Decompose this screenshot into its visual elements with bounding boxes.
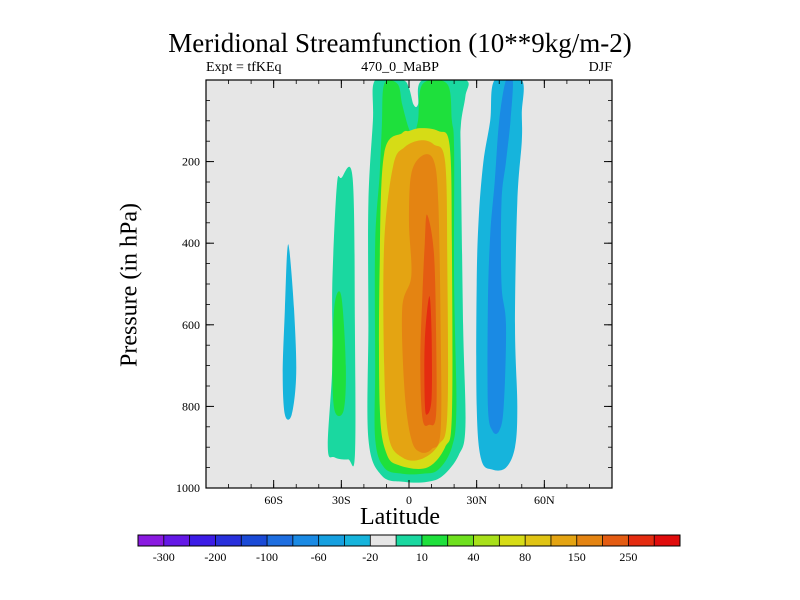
colorbar-label: -20	[362, 550, 378, 564]
colorbar-label: -200	[204, 550, 226, 564]
y-tick-label: 400	[182, 236, 200, 250]
colorbar-label: 150	[568, 550, 586, 564]
contour-layer	[282, 80, 524, 483]
colorbar-frame	[137, 534, 681, 547]
colorbar-swatch	[576, 535, 603, 546]
colorbar-swatch	[189, 535, 216, 546]
colorbar-swatch	[602, 535, 629, 546]
colorbar-swatch	[292, 535, 319, 546]
y-tick-label: 1000	[176, 481, 200, 495]
x-tick-label: 30N	[466, 493, 487, 507]
colorbar-swatch	[525, 535, 552, 546]
colorbar-swatch	[138, 535, 165, 546]
colorbar: -300 -200 -100 -60 -20 10 40 80 150 250	[137, 534, 681, 564]
contour-region	[332, 291, 346, 417]
colorbar-swatch	[499, 535, 526, 546]
contour-region	[424, 296, 432, 415]
colorbar-label: -300	[153, 550, 175, 564]
x-tick-label: 0	[406, 493, 412, 507]
colorbar-swatch	[267, 535, 294, 546]
colorbar-swatch	[396, 535, 423, 546]
colorbar-swatch	[163, 535, 190, 546]
experiment-label: Expt = tfKEq	[206, 60, 282, 75]
colorbar-swatch	[215, 535, 242, 546]
colorbar-swatch	[654, 535, 681, 546]
y-tick-label: 600	[182, 318, 200, 332]
colorbar-label: 40	[468, 550, 480, 564]
x-tick-label: 60N	[534, 493, 555, 507]
colorbar-swatch	[447, 535, 474, 546]
colorbar-swatch	[241, 535, 268, 546]
x-axis-label: Latitude	[360, 504, 440, 530]
colorbar-label: 10	[416, 550, 428, 564]
colorbar-label: 80	[519, 550, 531, 564]
colorbar-swatch	[550, 535, 578, 546]
chart-title: Meridional Streamfunction (10**9kg/m-2)	[168, 28, 632, 58]
time-label: 470_0_MaBP	[361, 60, 439, 75]
colorbar-swatch	[421, 535, 449, 546]
y-tick-label: 800	[182, 399, 200, 413]
x-tick-label: 30S	[332, 493, 351, 507]
colorbar-label: -60	[311, 550, 327, 564]
season-label: DJF	[588, 60, 612, 75]
x-tick-label: 60S	[264, 493, 283, 507]
colorbar-label: -100	[256, 550, 278, 564]
tick-layer: 60S 30S 0 30N 60N 200 400 600 800 1000	[176, 80, 613, 507]
colorbar-swatch	[318, 535, 345, 546]
y-tick-label: 200	[182, 155, 200, 169]
colorbar-swatch	[473, 535, 500, 546]
contour-region	[282, 244, 297, 420]
colorbar-swatch	[628, 535, 655, 546]
colorbar-swatch	[370, 535, 397, 546]
contour-region	[487, 80, 513, 434]
colorbar-swatch	[344, 535, 371, 546]
colorbar-label: 250	[619, 550, 637, 564]
